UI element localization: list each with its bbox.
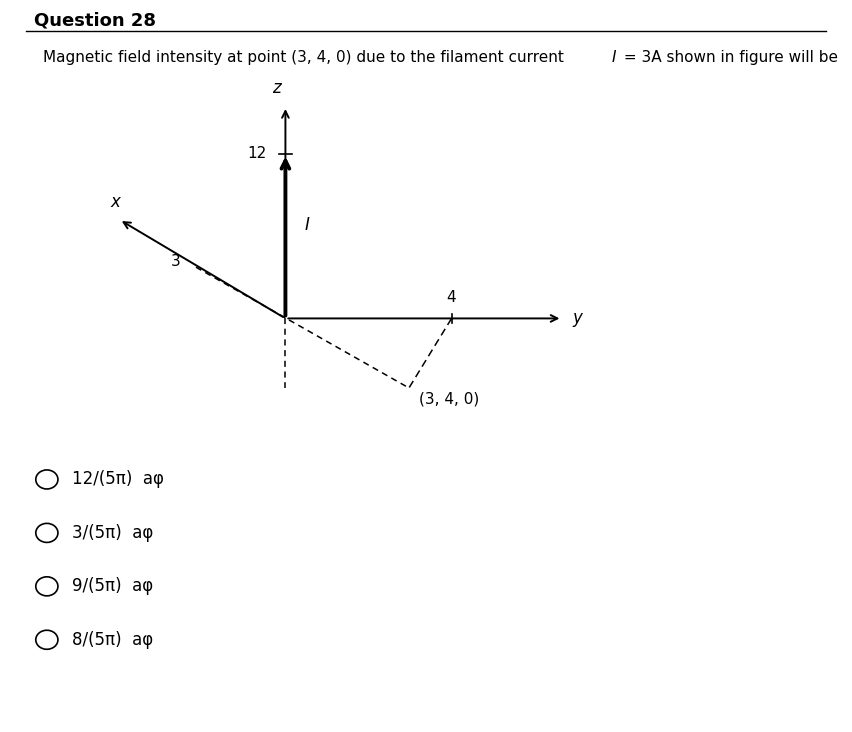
Text: 9/(5π)  aφ: 9/(5π) aφ <box>72 578 153 595</box>
Text: 3/(5π)  aφ: 3/(5π) aφ <box>72 524 153 542</box>
Text: = 3A shown in figure will be: = 3A shown in figure will be <box>619 50 838 64</box>
Text: 12/(5π)  aφ: 12/(5π) aφ <box>72 471 164 488</box>
Text: z: z <box>273 79 281 97</box>
Text: 12: 12 <box>247 146 267 161</box>
Text: x: x <box>110 193 120 211</box>
Text: Question 28: Question 28 <box>34 12 156 29</box>
Text: y: y <box>573 310 583 327</box>
Text: 8/(5π)  aφ: 8/(5π) aφ <box>72 631 153 649</box>
Text: 3: 3 <box>171 254 181 269</box>
Text: I: I <box>612 50 616 64</box>
Text: 4: 4 <box>446 291 457 305</box>
Text: (3, 4, 0): (3, 4, 0) <box>419 392 480 406</box>
Text: I: I <box>304 216 309 234</box>
Text: Magnetic field intensity at point (3, 4, 0) due to the filament current: Magnetic field intensity at point (3, 4,… <box>43 50 568 64</box>
